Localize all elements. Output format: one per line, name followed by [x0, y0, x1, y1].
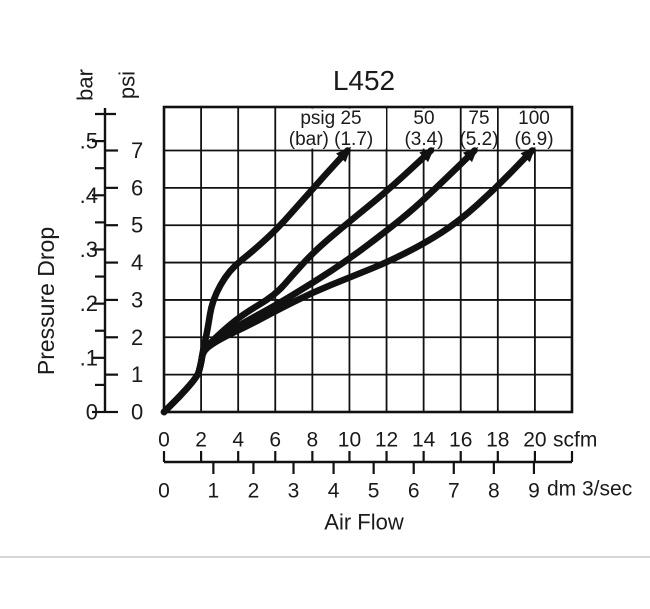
- psi-tick-label-1: 1: [131, 362, 143, 387]
- scfm-tick-label-7: 14: [412, 429, 436, 452]
- grid-layer: [162, 105, 574, 414]
- scfm-tick-label-4: 8: [307, 429, 319, 452]
- bar-tick-label-3: .3: [80, 237, 98, 262]
- bar-tick-label-0: 0: [86, 400, 98, 425]
- psi-tick-label-2: 2: [131, 325, 143, 350]
- curve-psig-50: [160, 147, 435, 416]
- curve-label-bg-1: [398, 108, 451, 149]
- bar-tick-label-1: .1: [80, 345, 98, 370]
- curve-arrowhead-psig-25: [336, 146, 351, 163]
- curve-label-psig-line1-0: psig 25: [300, 108, 361, 129]
- psi-tick-label-6: 6: [131, 175, 143, 200]
- curve-arrowhead-psig-100: [520, 146, 536, 163]
- curve-label-psig-line2-3: (6.9): [514, 129, 553, 150]
- curve-label-psig-line1-2: 75: [468, 108, 489, 129]
- scfm-tick-label-9: 18: [486, 429, 509, 452]
- chart-title: L452: [333, 65, 395, 96]
- psi-tick-label-3: 3: [131, 287, 143, 312]
- curves-layer: [160, 146, 536, 416]
- dm3-tick-label-1: 1: [208, 480, 220, 503]
- curve-label-bg-0: [277, 108, 386, 149]
- curve-arrowhead-psig-75: [462, 147, 479, 163]
- scfm-tick-label-0: 0: [158, 429, 170, 452]
- scfm-tick-label-3: 6: [269, 429, 281, 452]
- psi-tick-label-5: 5: [131, 213, 143, 238]
- dm3-tick-label-6: 6: [408, 480, 420, 503]
- scfm-tick-label-2: 4: [232, 429, 244, 452]
- x-axis-title: Air Flow: [324, 510, 404, 535]
- curve-label-psig-line2-1: (3.4): [404, 129, 443, 150]
- curve-label-backgrounds: [277, 108, 568, 149]
- scfm-tick-label-1: 2: [195, 429, 207, 452]
- curve-label-bg-3: [502, 108, 568, 149]
- y-axis-title: Pressure Drop: [33, 227, 59, 375]
- psi-tick-label-0: 0: [131, 400, 143, 425]
- psi-unit-label: psi: [115, 71, 140, 99]
- dm3-tick-label-3: 3: [288, 480, 300, 503]
- scfm-tick-label-5: 10: [338, 429, 361, 452]
- ticks-layer: psig 25(bar) (1.7)50(3.4)75(5.2)100(6.9)…: [80, 108, 574, 503]
- curve-psig-100: [160, 147, 536, 416]
- curve-label-psig-line2-2: (5.2): [459, 129, 498, 150]
- bar-unit-label: bar: [73, 69, 98, 101]
- curve-label-bg-2: [462, 108, 497, 149]
- dm3-tick-label-9: 9: [528, 480, 540, 503]
- psi-tick-label-4: 4: [131, 250, 143, 275]
- dm3-tick-label-5: 5: [368, 480, 380, 503]
- curve-arrowhead-psig-50: [419, 147, 435, 163]
- bar-tick-label-5: .5: [80, 129, 98, 154]
- bar-tick-label-4: .4: [80, 183, 98, 208]
- dm3-tick-label-4: 4: [328, 480, 340, 503]
- curve-label-psig-line1-3: 100: [518, 108, 550, 129]
- scfm-unit-label: scfm: [553, 429, 597, 452]
- plot-border: [162, 105, 574, 414]
- scfm-tick-label-6: 12: [375, 429, 398, 452]
- dm3-unit-label: dm 3/sec: [547, 478, 632, 501]
- curve-psig-75: [160, 147, 478, 416]
- scfm-tick-label-10: 20: [523, 429, 546, 452]
- dm3-tick-label-2: 2: [248, 480, 260, 503]
- dm3-tick-label-0: 0: [158, 480, 170, 503]
- dm3-tick-label-7: 7: [448, 480, 460, 503]
- bar-tick-label-2: .2: [80, 291, 98, 316]
- psi-tick-label-7: 7: [131, 138, 143, 163]
- scfm-tick-label-8: 16: [449, 429, 472, 452]
- dm3-tick-label-8: 8: [488, 480, 500, 503]
- curve-label-psig-line2-0: (bar) (1.7): [289, 129, 373, 150]
- curve-label-psig-line1-1: 50: [413, 108, 434, 129]
